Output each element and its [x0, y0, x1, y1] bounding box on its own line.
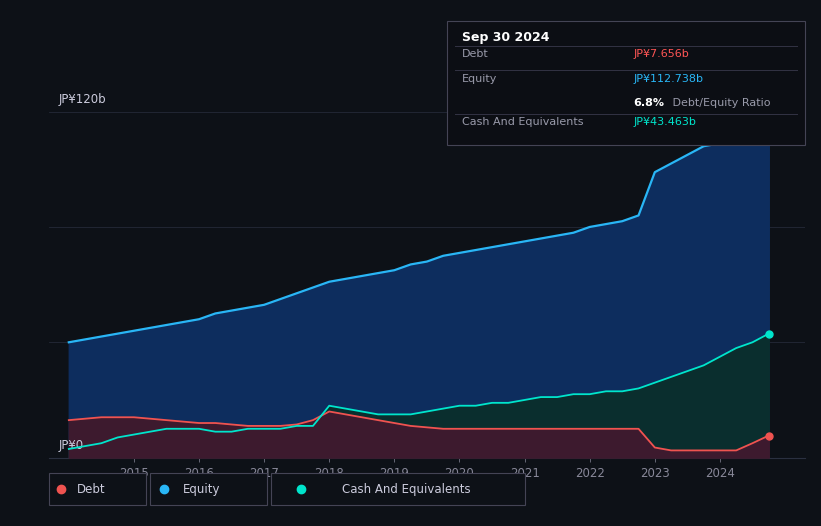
Text: Debt: Debt — [461, 49, 488, 59]
Text: JP¥7.656b: JP¥7.656b — [633, 49, 689, 59]
Text: Debt: Debt — [76, 483, 105, 495]
Text: JP¥112.738b: JP¥112.738b — [633, 74, 703, 84]
Text: 6.8%: 6.8% — [633, 98, 664, 108]
FancyBboxPatch shape — [49, 473, 146, 505]
Text: Equity: Equity — [183, 483, 220, 495]
FancyBboxPatch shape — [150, 473, 267, 505]
FancyBboxPatch shape — [447, 21, 805, 145]
Text: Sep 30 2024: Sep 30 2024 — [461, 31, 549, 44]
Text: JP¥120b: JP¥120b — [59, 93, 107, 106]
Text: Cash And Equivalents: Cash And Equivalents — [342, 483, 470, 495]
Text: JP¥43.463b: JP¥43.463b — [633, 117, 696, 127]
Text: Debt/Equity Ratio: Debt/Equity Ratio — [669, 98, 770, 108]
Text: Equity: Equity — [461, 74, 497, 84]
FancyBboxPatch shape — [271, 473, 525, 505]
Text: Cash And Equivalents: Cash And Equivalents — [461, 117, 583, 127]
Text: JP¥0: JP¥0 — [59, 439, 84, 452]
